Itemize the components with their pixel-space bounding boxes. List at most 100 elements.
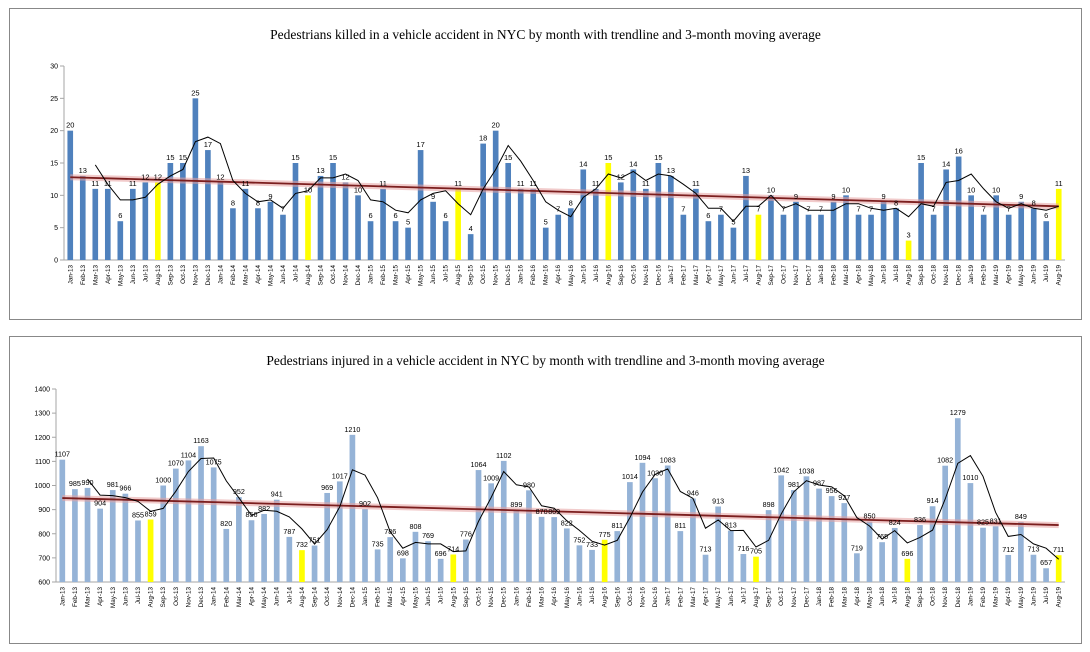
- killed-bar: [793, 201, 799, 260]
- killed-bar: [79, 175, 86, 260]
- killed-data-label: 10: [767, 185, 775, 194]
- killed-bar: [818, 214, 824, 260]
- killed-data-label: 5: [544, 218, 548, 227]
- injured-data-label: 985: [69, 479, 81, 488]
- injured-x-tick-label: Jun-15: [425, 587, 432, 607]
- killed-x-tick-label: Jun-15: [430, 265, 437, 285]
- killed-data-label: 20: [492, 121, 500, 130]
- injured-data-label: 824: [889, 518, 901, 527]
- killed-x-tick-label: Dec-15: [505, 265, 512, 286]
- injured-bar: [336, 481, 343, 582]
- injured-x-tick-label: Nov-14: [337, 587, 344, 608]
- injured-bar: [967, 483, 974, 582]
- killed-x-tick-label: Mar-13: [92, 265, 99, 285]
- injured-bar: [463, 539, 469, 582]
- killed-x-tick-label: Jan-17: [668, 265, 675, 285]
- killed-data-label: 9: [268, 192, 272, 201]
- injured-data-label: 987: [813, 479, 825, 488]
- injured-x-tick-label: Feb-14: [223, 587, 230, 607]
- killed-x-tick-label: Jun-19: [1031, 265, 1038, 285]
- injured-x-tick-label: May-19: [1018, 587, 1025, 608]
- injured-bar: [1030, 554, 1037, 582]
- killed-x-tick-label: Jan-15: [368, 265, 375, 285]
- injured-data-label: 990: [82, 478, 94, 487]
- injured-x-tick-label: Aug-17: [753, 587, 760, 608]
- injured-data-label: 775: [599, 530, 611, 539]
- injured-x-tick-label: Feb-15: [375, 587, 382, 607]
- injured-x-tick-label: Jan-14: [211, 587, 218, 607]
- injured-bar: [727, 530, 734, 582]
- injured-x-tick-label: Dec-18: [955, 587, 962, 608]
- killed-bar: [467, 234, 474, 260]
- injured-data-label: 713: [700, 545, 712, 554]
- injured-data-label: 705: [750, 547, 762, 556]
- killed-x-tick-label: Jan-19: [968, 265, 975, 285]
- injured-bar: [160, 485, 167, 582]
- killed-bar: [768, 195, 774, 260]
- injured-data-label: 713: [1027, 545, 1039, 554]
- killed-x-tick-label: Jan-16: [518, 265, 525, 285]
- injured-x-tick-label: Apr-19: [1005, 587, 1012, 606]
- killed-data-label: 7: [719, 205, 723, 214]
- injured-chart-panel: Pedestrians injured in a vehicle acciden…: [9, 336, 1082, 644]
- injured-bar: [690, 498, 696, 582]
- killed-bar: [980, 214, 987, 260]
- injured-bar: [639, 462, 646, 582]
- injured-bar: [236, 497, 242, 582]
- killed-x-tick-label: May-15: [418, 265, 425, 286]
- injured-data-label: 1104: [181, 450, 196, 459]
- killed-x-tick-label: Jul-14: [292, 265, 299, 283]
- injured-bar: [248, 520, 255, 582]
- killed-x-tick-label: Aug-13: [155, 265, 162, 286]
- injured-bar: [324, 492, 331, 582]
- killed-data-label: 15: [604, 153, 612, 162]
- killed-data-label: 7: [281, 205, 285, 214]
- killed-data-label: 13: [742, 166, 750, 175]
- injured-bar: [425, 541, 431, 582]
- injured-bar: [740, 554, 747, 582]
- killed-data-label: 6: [706, 211, 710, 220]
- killed-x-tick-label: Feb-15: [380, 265, 387, 285]
- killed-y-tick-label: 20: [50, 128, 58, 135]
- killed-bar: [855, 214, 862, 260]
- killed-data-label: 12: [216, 172, 224, 181]
- injured-bar: [904, 558, 911, 582]
- injured-bar: [223, 528, 230, 582]
- injured-data-label: 850: [864, 512, 876, 521]
- injured-x-tick-label: Jul-14: [286, 587, 293, 605]
- killed-data-label: 11: [592, 179, 600, 188]
- killed-data-label: 6: [368, 211, 372, 220]
- killed-data-label: 8: [894, 198, 898, 207]
- injured-bar: [954, 418, 961, 582]
- killed-data-label: 9: [831, 192, 835, 201]
- killed-x-tick-label: Nov-13: [192, 265, 199, 286]
- injured-trendline: [62, 497, 1059, 526]
- killed-x-tick-label: Nov-14: [343, 265, 350, 286]
- killed-bar: [367, 221, 374, 260]
- killed-data-label: 6: [118, 211, 122, 220]
- killed-data-label: 11: [129, 179, 137, 188]
- killed-bar: [205, 150, 211, 260]
- injured-x-tick-label: Mar-17: [690, 587, 697, 607]
- killed-x-tick-label: Jun-14: [280, 265, 287, 285]
- injured-data-label: 732: [296, 540, 308, 549]
- injured-bar: [513, 509, 520, 582]
- injured-data-label: 696: [435, 549, 447, 558]
- killed-data-label: 16: [954, 147, 962, 156]
- killed-chart-title: Pedestrians killed in a vehicle accident…: [270, 27, 821, 42]
- killed-bar: [880, 201, 887, 260]
- killed-bar: [668, 175, 674, 260]
- killed-x-tick-label: Dec-18: [956, 265, 963, 286]
- killed-x-tick-label: Aug-16: [605, 265, 612, 286]
- killed-x-tick-label: Jun-18: [881, 265, 888, 285]
- injured-data-label: 859: [145, 510, 157, 519]
- killed-data-label: 7: [932, 205, 936, 214]
- injured-x-tick-label: Aug-13: [148, 587, 155, 608]
- killed-data-label: 15: [291, 153, 299, 162]
- killed-data-label: 7: [556, 205, 560, 214]
- killed-x-tick-label: Oct-16: [630, 265, 637, 284]
- injured-data-label: 751: [309, 536, 321, 545]
- injured-data-label: 822: [561, 518, 573, 527]
- injured-bar: [891, 527, 898, 582]
